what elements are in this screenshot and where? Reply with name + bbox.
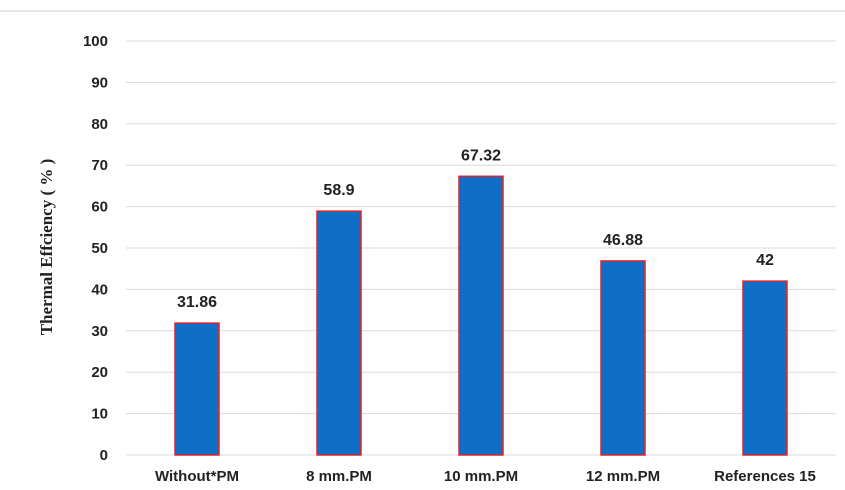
y-tick-label: 30: [91, 323, 108, 340]
y-tick-label: 20: [91, 364, 108, 381]
x-axis-ticks: Without*PM 8 mm.PM 10 mm.PM 12 mm.PM Referen…: [155, 468, 816, 485]
bar: [316, 210, 362, 456]
data-label: 42: [756, 252, 774, 269]
x-tick-label: 8 mm.PM: [306, 468, 372, 485]
bars: [174, 175, 788, 456]
bar: [174, 322, 220, 456]
y-tick-label: 60: [91, 199, 108, 216]
data-label: 58.9: [323, 182, 354, 199]
data-label: 31.86: [177, 294, 217, 311]
bar: [458, 175, 504, 456]
data-label: 67.32: [461, 147, 501, 164]
bar: [742, 280, 788, 456]
x-tick-label: Without*PM: [155, 468, 239, 485]
y-tick-label: 40: [91, 281, 108, 298]
data-label: 46.88: [603, 232, 643, 249]
y-axis-label: Thermal Effciency ( % ): [37, 159, 56, 336]
y-tick-label: 0: [100, 447, 108, 464]
x-tick-label: References 15: [714, 468, 816, 485]
y-tick-label: 80: [91, 116, 108, 133]
x-tick-label: 10 mm.PM: [444, 468, 518, 485]
y-axis-ticks: 0 10 20 30 40 50 60 70 80 90 100: [83, 33, 108, 464]
x-tick-label: 12 mm.PM: [586, 468, 660, 485]
y-tick-label: 90: [91, 74, 108, 91]
y-tick-label: 100: [83, 33, 108, 50]
y-tick-label: 10: [91, 406, 108, 423]
y-tick-label: 50: [91, 240, 108, 257]
data-labels: 31.86 58.9 67.32 46.88 42: [177, 147, 774, 311]
y-tick-label: 70: [91, 157, 108, 174]
bar: [600, 260, 646, 456]
